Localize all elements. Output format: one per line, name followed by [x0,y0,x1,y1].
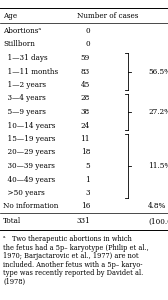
Text: 59: 59 [81,54,90,62]
Text: Age: Age [3,12,17,20]
Text: Total: Total [3,217,21,225]
Text: 18: 18 [81,148,90,157]
Text: 16: 16 [81,202,90,211]
Text: 11.5%: 11.5% [148,162,168,170]
Text: 0: 0 [85,40,90,49]
Text: 30—39 years: 30—39 years [3,162,55,170]
Text: 40—49 years: 40—49 years [3,176,55,184]
Text: 27.2%: 27.2% [148,108,168,116]
Text: 83: 83 [81,68,90,76]
Text: ᵃ   Two therapeutic abortions in which: ᵃ Two therapeutic abortions in which [3,235,132,243]
Text: >50 years: >50 years [3,189,45,197]
Text: 5: 5 [85,162,90,170]
Text: 3—4 years: 3—4 years [3,94,46,103]
Text: 10—14 years: 10—14 years [3,122,55,130]
Text: No information: No information [3,202,58,211]
Text: 24: 24 [81,122,90,130]
Text: 1—31 days: 1—31 days [3,54,48,62]
Text: (1978): (1978) [3,278,25,286]
Text: type was recently reported by Davidet al.: type was recently reported by Davidet al… [3,269,143,277]
Text: 1—11 months: 1—11 months [3,68,58,76]
Text: 331: 331 [76,217,90,225]
Text: 4.8%: 4.8% [148,202,166,211]
Text: Number of cases: Number of cases [77,12,139,20]
Text: 20—29 years: 20—29 years [3,148,55,157]
Text: included. Another fetus with a 5p– karyo-: included. Another fetus with a 5p– karyo… [3,261,142,268]
Text: (100.0%): (100.0%) [148,217,168,225]
Text: 1—2 years: 1—2 years [3,81,46,89]
Text: 3: 3 [86,189,90,197]
Text: 1970; Barjactarovic et al., 1977) are not: 1970; Barjactarovic et al., 1977) are no… [3,252,139,260]
Text: 0: 0 [85,27,90,35]
Text: 11: 11 [80,135,90,143]
Text: Stillborn: Stillborn [3,40,35,49]
Text: 38: 38 [81,108,90,116]
Text: 56.5%: 56.5% [148,68,168,76]
Text: 28: 28 [81,94,90,103]
Text: the fetus had a 5p– karyotype (Philip et al.,: the fetus had a 5p– karyotype (Philip et… [3,244,149,252]
Text: 45: 45 [81,81,90,89]
Text: 1: 1 [85,176,90,184]
Text: 5—9 years: 5—9 years [3,108,46,116]
Text: 15—19 years: 15—19 years [3,135,55,143]
Text: Abortionsᵃ: Abortionsᵃ [3,27,41,35]
